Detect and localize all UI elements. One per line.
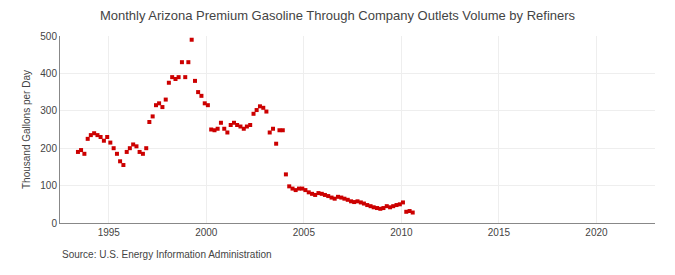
svg-text:2000: 2000 (195, 227, 218, 238)
svg-text:2015: 2015 (488, 227, 511, 238)
svg-text:1995: 1995 (98, 227, 121, 238)
svg-text:400: 400 (40, 68, 57, 79)
svg-text:Thousand Gallons per Day: Thousand Gallons per Day (21, 70, 32, 189)
svg-text:2010: 2010 (390, 227, 413, 238)
svg-text:Monthly Arizona Premium Gasoli: Monthly Arizona Premium Gasoline Through… (100, 8, 576, 23)
svg-text:500: 500 (40, 31, 57, 42)
svg-text:2005: 2005 (293, 227, 316, 238)
svg-text:200: 200 (40, 143, 57, 154)
svg-text:300: 300 (40, 105, 57, 116)
svg-text:2020: 2020 (585, 227, 608, 238)
svg-text:0: 0 (51, 218, 57, 229)
svg-text:100: 100 (40, 180, 57, 191)
svg-text:Source: U.S. Energy Informatio: Source: U.S. Energy Information Administ… (62, 249, 272, 260)
